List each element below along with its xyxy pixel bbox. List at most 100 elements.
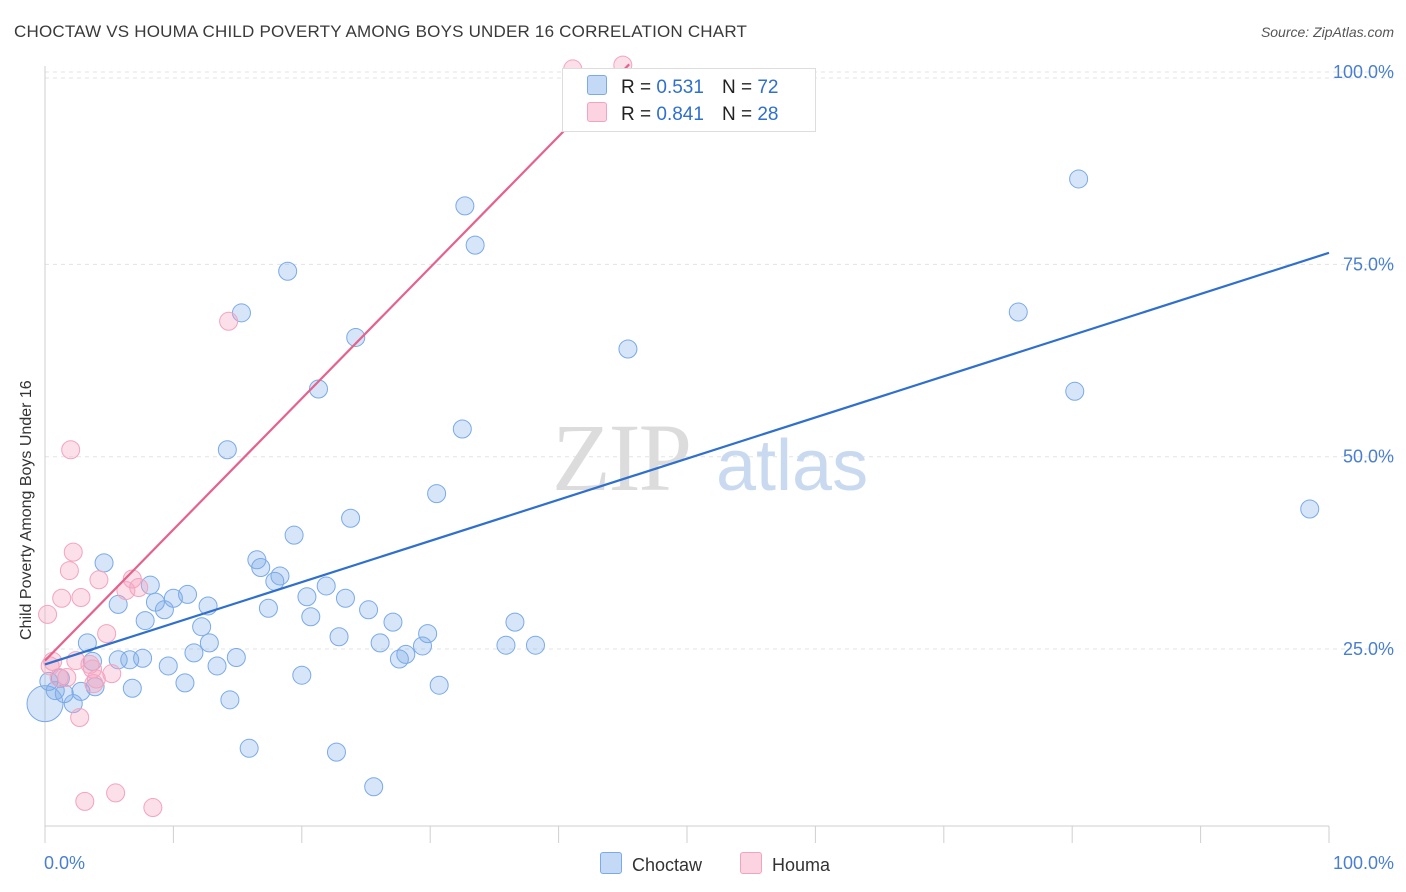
y-tick-label: 25.0%	[1343, 639, 1394, 659]
choctaw-point	[370, 633, 390, 653]
houma-point	[143, 798, 163, 818]
choctaw-point	[207, 656, 227, 676]
source-credit: Source: ZipAtlas.com	[1260, 24, 1394, 40]
choctaw-point	[326, 742, 346, 762]
legend-row-choctaw: R = 0.531 N = 72	[587, 75, 778, 101]
choctaw-point	[220, 690, 240, 710]
regression-lines	[44, 63, 1330, 666]
data-points	[26, 55, 1320, 818]
bottom-legend-choctaw: Choctaw	[600, 852, 702, 876]
houma-point	[49, 668, 69, 688]
choctaw-point	[429, 675, 449, 695]
choctaw-point	[301, 607, 321, 627]
houma-regression-line	[44, 63, 631, 662]
choctaw-point	[396, 644, 416, 664]
houma-point	[59, 561, 79, 581]
bottom-legend-houma: Houma	[740, 852, 830, 876]
choctaw-point	[217, 440, 237, 460]
houma-point	[89, 570, 109, 590]
choctaw-point	[184, 643, 204, 663]
choctaw-point	[50, 668, 70, 688]
y-axis-label: Child Poverty Among Boys Under 16	[18, 380, 35, 640]
houma-point	[52, 588, 72, 608]
choctaw-point	[341, 508, 361, 528]
houma-point	[75, 791, 95, 811]
houma-point	[61, 440, 81, 460]
choctaw-point	[83, 651, 103, 671]
houma-point	[116, 581, 136, 601]
choctaw-legend-label: Choctaw	[632, 855, 703, 875]
gridlines	[45, 71, 1394, 650]
choctaw-point	[292, 665, 312, 685]
y-tick-label: 50.0%	[1343, 447, 1394, 467]
choctaw-point	[192, 617, 212, 637]
choctaw-point	[329, 627, 349, 647]
watermark-atlas: atlas	[716, 426, 868, 506]
watermark-zip: ZIP	[552, 404, 690, 511]
choctaw-point	[346, 327, 366, 347]
x-tick-label: 0.0%	[44, 853, 85, 873]
houma-point	[70, 708, 90, 728]
choctaw-point	[278, 261, 298, 281]
choctaw-point	[618, 339, 638, 359]
houma-point	[57, 668, 77, 688]
houma-point	[83, 659, 103, 679]
houma-r-value: 0.841	[656, 104, 704, 125]
choctaw-point	[1008, 302, 1028, 322]
stats-legend: R = 0.531 N = 72 R = 0.841 N = 28	[562, 68, 816, 132]
choctaw-n-label: N =	[721, 77, 753, 98]
choctaw-point	[465, 235, 485, 255]
choctaw-point	[297, 587, 317, 607]
choctaw-point	[335, 588, 355, 608]
houma-point	[106, 783, 126, 803]
choctaw-point	[135, 611, 155, 631]
choctaw-point	[63, 694, 83, 714]
choctaw-point	[108, 650, 128, 670]
choctaw-swatch	[587, 75, 607, 95]
houma-point	[38, 604, 58, 624]
choctaw-r-label: R =	[621, 77, 652, 98]
choctaw-point	[418, 624, 438, 644]
choctaw-regression-line	[44, 251, 1330, 666]
choctaw-point	[1069, 169, 1089, 189]
choctaw-point	[284, 525, 304, 545]
houma-point	[97, 624, 117, 644]
houma-point	[219, 311, 239, 331]
choctaw-point	[178, 584, 198, 604]
choctaw-legend-swatch	[600, 852, 622, 874]
houma-point	[63, 542, 83, 562]
choctaw-point	[122, 678, 142, 698]
houma-legend-label: Houma	[772, 855, 831, 875]
choctaw-point	[199, 633, 219, 653]
choctaw-r-value: 0.531	[656, 77, 704, 98]
choctaw-point	[258, 598, 278, 618]
choctaw-point	[505, 612, 525, 632]
choctaw-point	[163, 588, 183, 608]
tick-labels: 25.0% 50.0% 75.0% 100.0% 0.0% 100.0%	[44, 62, 1394, 873]
houma-legend-swatch	[740, 852, 762, 874]
choctaw-point	[412, 636, 432, 656]
choctaw-point	[383, 612, 403, 632]
legend-row-houma: R = 0.841 N = 28	[587, 102, 778, 128]
houma-point	[86, 669, 106, 689]
y-tick-label: 100.0%	[1333, 62, 1394, 82]
choctaw-point	[525, 635, 545, 655]
choctaw-point	[94, 553, 114, 573]
choctaw-point	[427, 484, 447, 504]
houma-n-label: N =	[721, 104, 753, 125]
choctaw-point	[359, 600, 379, 620]
choctaw-point	[455, 196, 475, 216]
watermark: ZIP atlas	[552, 404, 868, 511]
choctaw-point	[133, 648, 153, 668]
choctaw-n-value: 72	[757, 77, 779, 98]
choctaw-point	[316, 576, 336, 596]
choctaw-point	[26, 685, 64, 723]
choctaw-point	[1300, 499, 1320, 519]
choctaw-point	[1065, 381, 1085, 401]
chart-title: CHOCTAW VS HOUMA CHILD POVERTY AMONG BOY…	[14, 22, 748, 41]
choctaw-point	[496, 635, 516, 655]
houma-r-label: R =	[621, 104, 652, 125]
y-tick-label: 75.0%	[1343, 254, 1394, 274]
choctaw-point	[158, 656, 178, 676]
